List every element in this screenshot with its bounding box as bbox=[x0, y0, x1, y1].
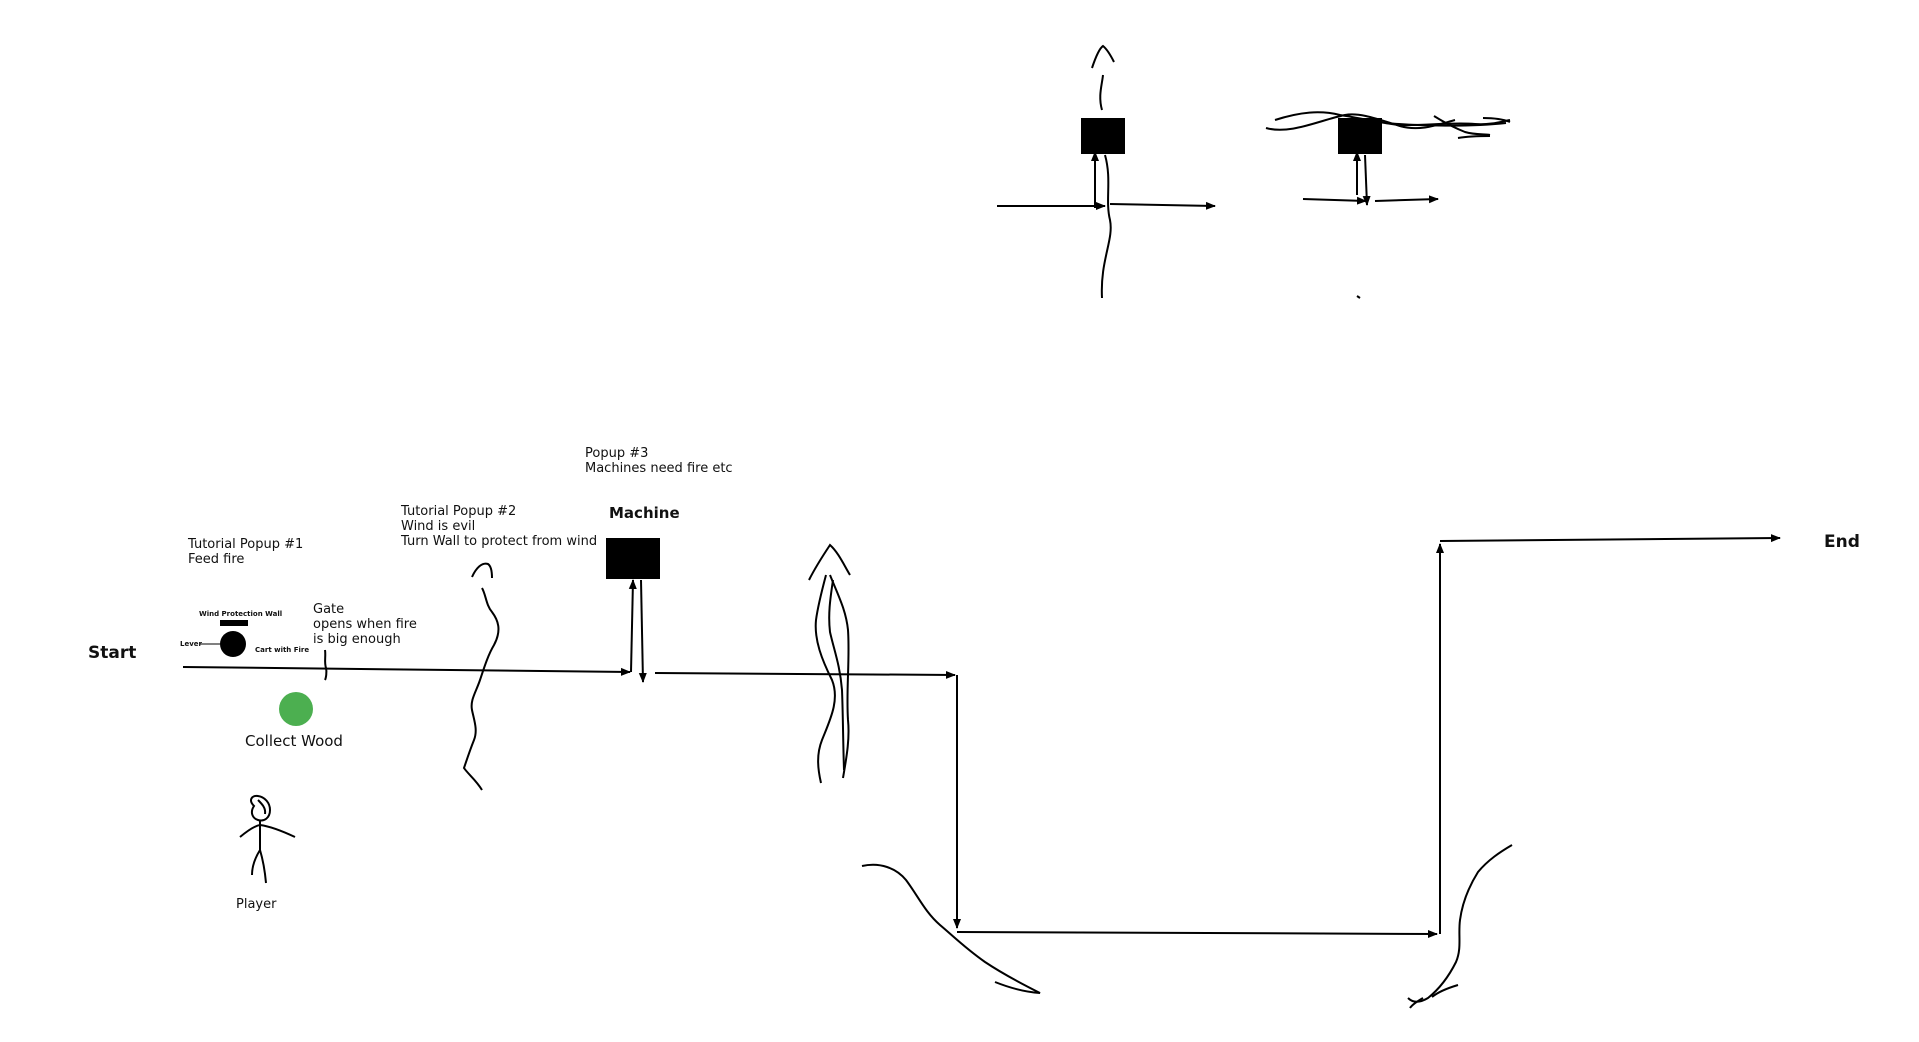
main-path bbox=[182, 534, 1781, 938]
player-label: Player bbox=[236, 897, 277, 912]
machine bbox=[606, 538, 660, 683]
tutorial-popup-1: Tutorial Popup #1 Feed fire bbox=[188, 537, 304, 568]
example-machine-box-1 bbox=[1081, 118, 1125, 154]
example-machine-box-2 bbox=[1338, 118, 1382, 154]
popup-2-line-2: Turn Wall to protect from wind bbox=[401, 533, 598, 549]
machine-box bbox=[606, 538, 660, 579]
tutorial-popup-2: Tutorial Popup #2 Wind is evil Turn Wall… bbox=[401, 504, 598, 550]
player-figure bbox=[239, 794, 296, 884]
wind-gust-1 bbox=[462, 562, 500, 791]
wind-gust-2 bbox=[808, 543, 851, 784]
wind-gust-4 bbox=[1407, 844, 1513, 1009]
wind-gust-3 bbox=[861, 863, 1041, 994]
gate-title: Gate bbox=[313, 602, 345, 617]
gate-line-1: opens when fire bbox=[313, 616, 417, 632]
start-label: Start bbox=[88, 643, 137, 663]
wood-marker bbox=[279, 692, 313, 726]
gate bbox=[324, 649, 328, 681]
example-machine-horizontal-wind bbox=[1265, 111, 1511, 299]
machine-label: Machine bbox=[609, 504, 680, 522]
cart-with-fire bbox=[220, 631, 246, 657]
wind-protection-wall bbox=[220, 620, 248, 626]
gate-note: Gate opens when fire is big enough bbox=[313, 602, 417, 648]
popup-3: Popup #3 Machines need fire etc bbox=[585, 446, 733, 477]
end-label: End bbox=[1824, 532, 1860, 552]
popup-1-title: Tutorial Popup #1 bbox=[188, 537, 304, 552]
popup-3-title: Popup #3 bbox=[585, 446, 649, 461]
wind-protection-wall-label: Wind Protection Wall bbox=[199, 610, 283, 618]
gate-line-2: is big enough bbox=[313, 631, 401, 647]
popup-3-line-1: Machines need fire etc bbox=[585, 460, 733, 476]
cart-with-fire-label: Cart with Fire bbox=[255, 646, 310, 654]
popup-2-line-1: Wind is evil bbox=[401, 518, 476, 534]
popup-2-title: Tutorial Popup #2 bbox=[401, 504, 517, 519]
lever-label: Lever bbox=[180, 640, 202, 648]
example-machine-vertical-wind bbox=[997, 44, 1216, 299]
cart-assembly bbox=[200, 620, 248, 657]
popup-1-line-1: Feed fire bbox=[188, 551, 245, 567]
collect-wood-label: Collect Wood bbox=[245, 732, 343, 750]
